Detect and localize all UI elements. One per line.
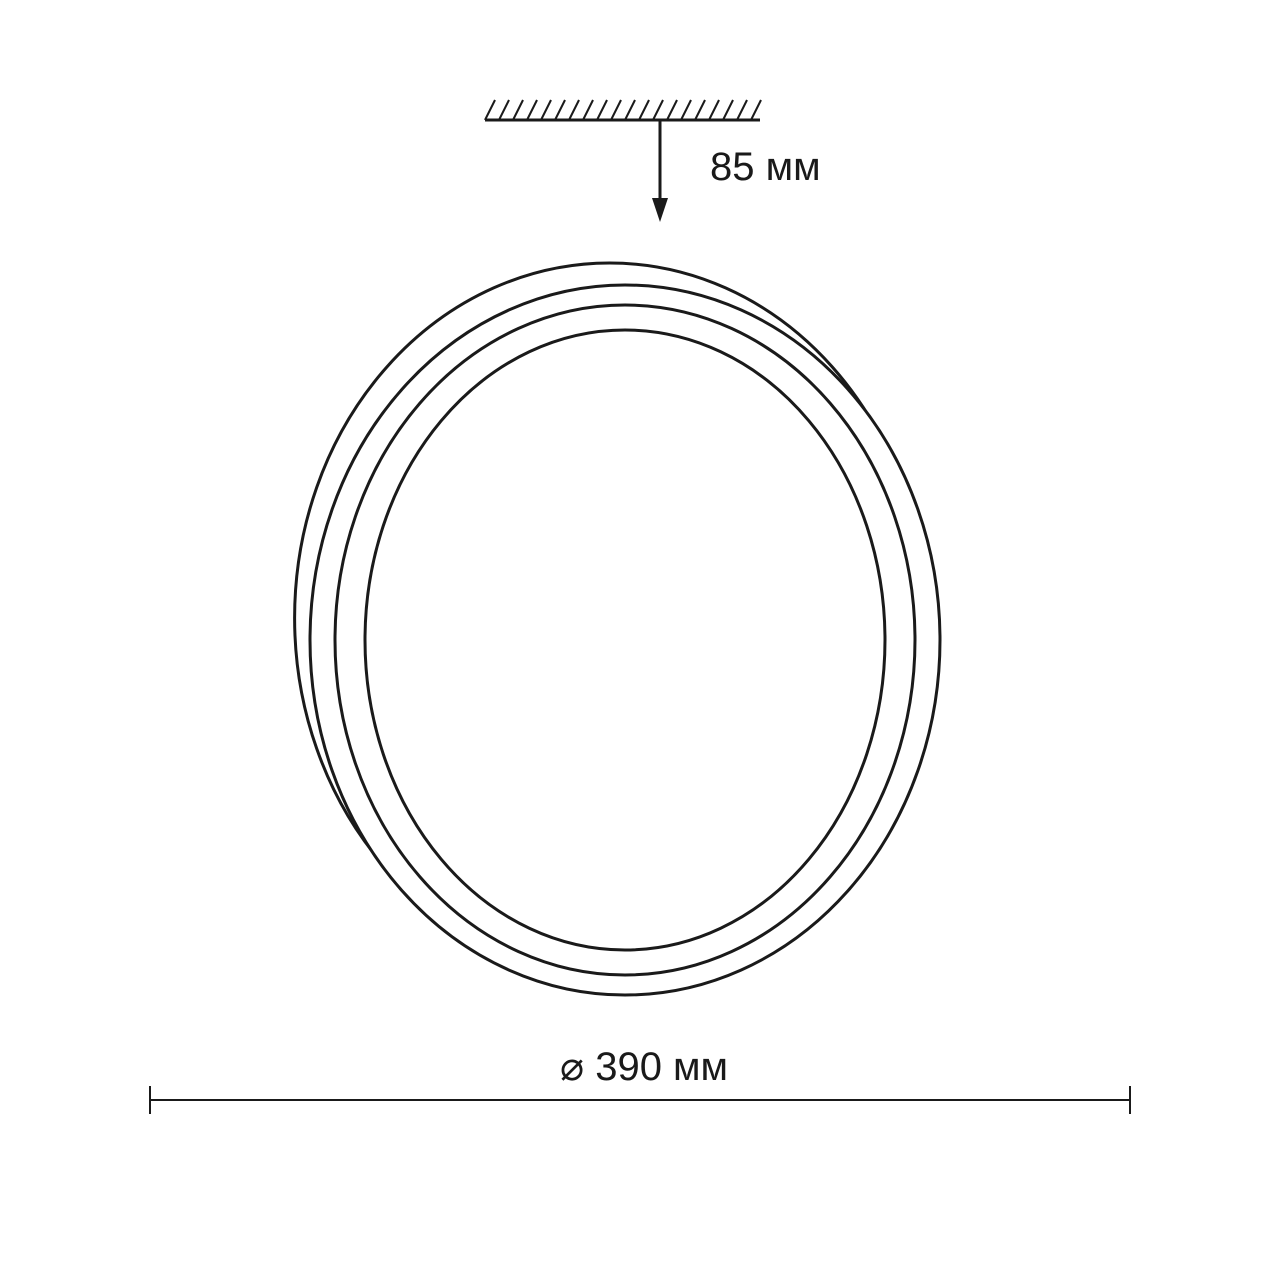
height-dimension-label: 85 мм	[710, 145, 821, 189]
diameter-dimension-label: ⌀ 390 мм	[560, 1045, 728, 1089]
ceiling-mount-symbol	[485, 100, 761, 120]
height-dimension: 85 мм	[652, 120, 821, 222]
technical-drawing: 85 мм ⌀ 390 мм	[0, 0, 1280, 1280]
diameter-dimension: ⌀ 390 мм	[150, 1045, 1130, 1114]
fixture-outline	[295, 263, 940, 995]
